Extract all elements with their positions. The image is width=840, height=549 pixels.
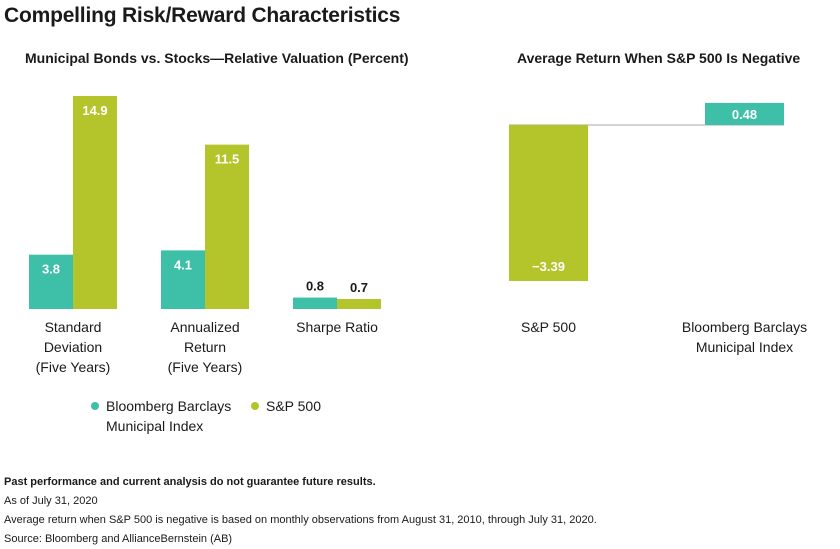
category-label-annualized-return-five-years: Annualized Return (Five Years) xyxy=(168,319,243,375)
data-label-sp500-annualized-return-five-years: 11.5 xyxy=(215,152,240,167)
data-label-s-p-500: −3.39 xyxy=(532,259,565,274)
data-label-muni-standard-deviation-five-years: 3.8 xyxy=(42,262,60,277)
category-label-standard-deviation-five-years: Standard Deviation (Five Years) xyxy=(36,319,111,375)
bar-muni-annualized-return-five-years xyxy=(161,250,205,309)
footnotes: Past performance and current analysis do… xyxy=(4,473,597,549)
data-label-muni-annualized-return-five-years: 4.1 xyxy=(174,257,192,272)
bar-muni-standard-deviation-five-years xyxy=(29,254,73,309)
legend-marker-sp500 xyxy=(251,402,259,410)
page-title: Compelling Risk/Reward Characteristics xyxy=(4,4,401,27)
bar-sp500-annualized-return-five-years xyxy=(205,144,249,309)
data-label-sp500-standard-deviation-five-years: 14.9 xyxy=(82,103,107,118)
data-label-sp500-sharpe-ratio: 0.7 xyxy=(350,280,368,295)
as-of-note: As of July 31, 2020 xyxy=(4,495,98,507)
bar-s-p-500 xyxy=(509,125,588,281)
category-label-s-p-500: S&P 500 xyxy=(521,319,576,335)
bar-sp500-standard-deviation-five-years xyxy=(73,96,117,309)
legend-label-muni: Bloomberg Barclays Municipal Index xyxy=(106,398,232,434)
category-label-bloomberg-barclays-municipal-index: Bloomberg Barclays Municipal Index xyxy=(682,319,807,355)
bar-muni-sharpe-ratio xyxy=(293,297,337,309)
legend-label-sp500: S&P 500 xyxy=(266,398,322,414)
category-label-sharpe-ratio: Sharpe Ratio xyxy=(296,319,378,335)
bar-sp500-sharpe-ratio xyxy=(337,298,381,309)
data-label-muni-sharpe-ratio: 0.8 xyxy=(306,279,324,294)
disclaimer-note: Past performance and current analysis do… xyxy=(4,476,376,488)
source-note: Source: Bloomberg and AllianceBernstein … xyxy=(4,533,233,545)
method-note: Average return when S&P 500 is negative … xyxy=(4,514,597,526)
data-label-bloomberg-barclays-municipal-index: 0.48 xyxy=(732,107,757,122)
chart-title-relative-valuation: Municipal Bonds vs. Stocks—Relative Valu… xyxy=(25,50,409,66)
legend-marker-muni xyxy=(91,402,99,410)
chart-title-average-return: Average Return When S&P 500 Is Negative xyxy=(517,50,801,66)
bar-bloomberg-barclays-municipal-index xyxy=(705,102,784,125)
